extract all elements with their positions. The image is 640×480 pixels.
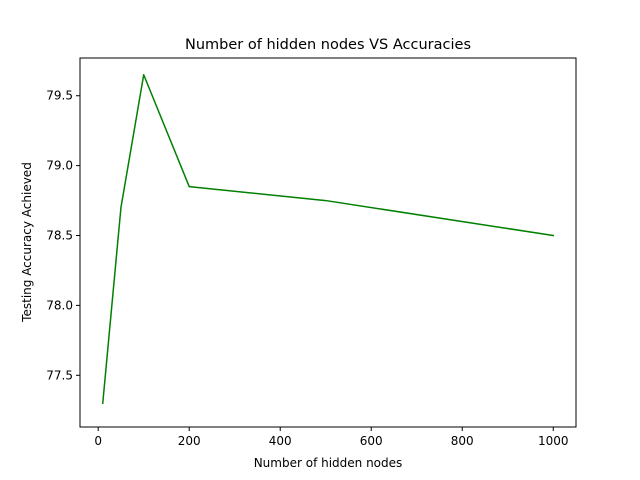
y-tick-label: 77.5	[46, 368, 73, 382]
x-tick-label: 200	[178, 434, 201, 448]
x-tick-label: 400	[269, 434, 292, 448]
plot-frame	[79, 57, 577, 428]
x-tick-label: 800	[451, 434, 474, 448]
y-tick-label: 79.0	[46, 159, 73, 173]
y-tick-label: 79.5	[46, 89, 73, 103]
x-tick-label: 1000	[538, 434, 569, 448]
series-line-0	[101, 74, 555, 405]
y-tick-label: 78.5	[46, 229, 73, 243]
chart-title: Number of hidden nodes VS Accuracies	[185, 37, 471, 53]
x-tick-label: 0	[94, 434, 102, 448]
y-tick-label: 78.0	[46, 298, 73, 312]
y-axis-label: Testing Accuracy Achieved	[20, 162, 34, 323]
x-axis-label: Number of hidden nodes	[254, 456, 403, 470]
x-tick-label: 600	[360, 434, 383, 448]
